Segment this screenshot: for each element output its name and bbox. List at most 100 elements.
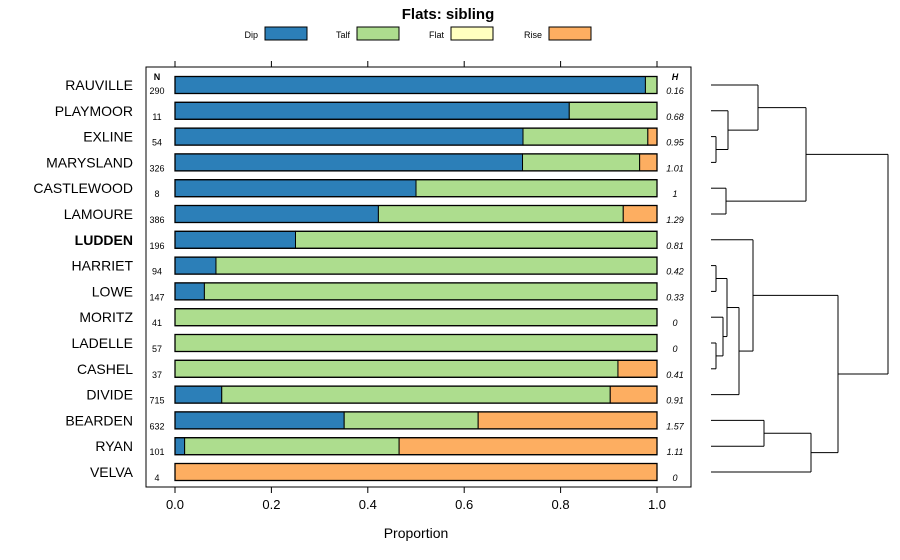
n-value-velva: 4 (154, 473, 159, 483)
bar-segment-rise-lamoure (622, 205, 658, 223)
bar-segment-rise-divide (609, 385, 658, 404)
bar-segment-rise-marysland (639, 153, 658, 172)
chart-title: Flats: sibling (402, 6, 495, 23)
bar-segment-rise-bearden (477, 411, 658, 430)
bar-segment-talf-exline (522, 127, 649, 146)
n-value-castlewood: 8 (154, 189, 159, 199)
bars-group (174, 75, 658, 482)
bar-outline-ludden (174, 230, 658, 249)
category-label-exline: EXLINE (83, 129, 133, 145)
category-label-marysland: MARYSLAND (46, 154, 133, 170)
bar-segment-rise-exline (647, 127, 658, 146)
legend-label-dip: Dip (244, 30, 258, 40)
h-value-ladelle: 0 (672, 344, 677, 354)
plot-panel (145, 66, 692, 488)
legend-swatch-talf (356, 26, 400, 41)
h-value-harriet: 0.42 (666, 267, 684, 277)
h-value-divide: 0.91 (666, 396, 684, 406)
bar-outline-divide (174, 385, 658, 404)
category-label-cashel: CASHEL (77, 361, 133, 377)
h-value-castlewood: 1 (672, 189, 677, 199)
h-value-lowe: 0.33 (666, 292, 684, 302)
category-label-playmoor: PLAYMOOR (55, 103, 133, 119)
bar-segment-talf-ladelle (174, 334, 658, 352)
bar-segment-talf-divide (221, 385, 611, 404)
h-value-playmoor: 0.68 (666, 112, 684, 122)
x-tick-label-2: 0.4 (359, 497, 377, 512)
bar-outline-ladelle (174, 333, 658, 353)
bar-segment-talf-rauville (644, 76, 658, 94)
bar-segment-talf-lowe (203, 282, 658, 301)
n-value-bearden: 632 (149, 421, 164, 431)
bar-segment-talf-bearden (343, 411, 479, 430)
x-tick-label-4: 0.8 (552, 497, 570, 512)
bar-segment-dip-ryan (174, 437, 186, 456)
h-value-bearden: 1.57 (666, 421, 685, 431)
bar-segment-talf-ludden (295, 230, 658, 249)
category-label-moritz: MORITZ (79, 309, 133, 325)
category-label-velva: VELVA (90, 464, 134, 480)
n-value-lowe: 147 (149, 292, 164, 302)
n-column-header: N (154, 72, 161, 82)
dendrogram (711, 84, 889, 473)
bar-segment-dip-marysland (174, 153, 524, 172)
bar-segment-talf-moritz (174, 308, 658, 327)
bar-outline-exline (174, 127, 658, 146)
bar-segment-talf-castlewood (415, 179, 658, 198)
n-value-divide: 715 (149, 396, 164, 406)
bar-segment-rise-velva (174, 463, 658, 481)
x-axis: 0.0 0.2 0.4 0.6 0.8 1.0 (166, 61, 666, 512)
n-value-harriet: 94 (152, 267, 162, 277)
bar-segment-dip-castlewood (174, 179, 417, 198)
bar-outline-harriet (174, 256, 658, 275)
bar-outline-playmoor (174, 101, 658, 120)
bar-outline-lamoure (174, 204, 658, 224)
h-column-header: H (672, 72, 679, 82)
bar-segment-talf-marysland (522, 153, 641, 172)
n-value-ludden: 196 (149, 241, 164, 251)
bar-outline-cashel (174, 359, 658, 378)
bar-segment-dip-lamoure (174, 205, 379, 223)
n-value-moritz: 41 (152, 318, 162, 328)
bar-segment-dip-harriet (174, 256, 217, 275)
bar-segment-dip-lowe (174, 282, 205, 301)
h-value-cashel: 0.41 (666, 370, 684, 380)
bar-outline-moritz (174, 308, 658, 327)
h-value-marysland: 1.01 (666, 163, 684, 173)
bar-segment-talf-ryan (184, 437, 400, 456)
bar-segment-talf-cashel (174, 359, 619, 378)
legend: Dip Talf Flat Rise (244, 26, 592, 41)
category-label-divide: DIVIDE (86, 387, 133, 403)
h-value-lamoure: 1.29 (666, 215, 684, 225)
category-label-rauville: RAUVILLE (65, 77, 133, 93)
h-value-exline: 0.95 (666, 138, 685, 148)
h-value-moritz: 0 (672, 318, 677, 328)
n-value-exline: 54 (152, 138, 162, 148)
legend-label-talf: Talf (336, 30, 351, 40)
bar-segment-talf-playmoor (568, 101, 658, 120)
category-label-lowe: LOWE (92, 283, 133, 299)
n-value-cashel: 37 (152, 370, 162, 380)
bar-segment-dip-divide (174, 385, 223, 404)
bar-segment-dip-exline (174, 127, 524, 146)
bar-segment-talf-lamoure (377, 205, 624, 223)
h-value-ludden: 0.81 (666, 241, 684, 251)
bar-segment-rise-cashel (617, 359, 658, 378)
bar-segment-rise-ryan (398, 437, 658, 456)
legend-swatch-flat (450, 26, 494, 41)
bar-outline-velva (174, 462, 658, 482)
category-label-castlewood: CASTLEWOOD (33, 180, 133, 196)
row-labels: RAUVILLE 290 0.16 PLAYMOOR 11 0.68 EXLINE 54 0.9… (33, 77, 684, 483)
x-axis-label: Proportion (384, 525, 449, 541)
category-label-lamoure: LAMOURE (64, 206, 133, 222)
category-label-ryan: RYAN (95, 438, 133, 454)
bar-outline-lowe (174, 282, 658, 301)
bar-outline-castlewood (174, 179, 658, 198)
n-value-ladelle: 57 (152, 344, 162, 354)
bar-segment-dip-bearden (174, 411, 345, 430)
bar-segment-dip-rauville (174, 76, 646, 94)
legend-label-rise: Rise (524, 30, 542, 40)
category-label-ladelle: LADELLE (72, 335, 133, 351)
n-value-playmoor: 11 (152, 112, 161, 122)
